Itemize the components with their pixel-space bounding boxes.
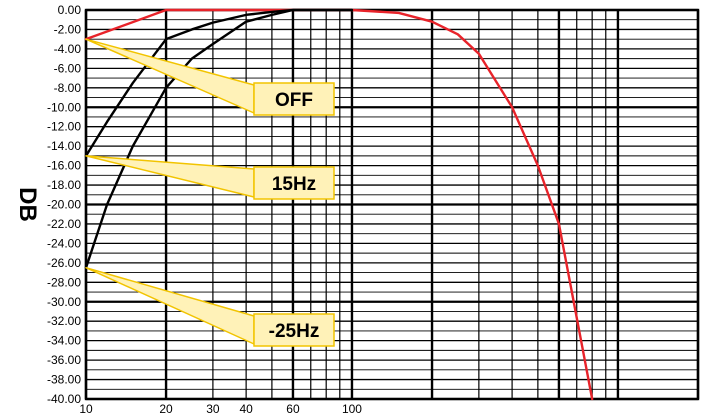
callout-box (253, 82, 335, 116)
y-tick-label: -24.00 (47, 236, 81, 250)
x-tick-label: 10 (79, 402, 93, 416)
y-tick-label: -14.00 (47, 139, 81, 153)
y-tick-label: -6.00 (54, 61, 82, 75)
x-axis-tick-labels: 10 20 30 40 60 100 (79, 402, 362, 416)
x-tick-label: 60 (286, 402, 300, 416)
chart-callouts: OFF 15Hz -25Hz (85, 38, 335, 347)
y-tick-label: -28.00 (47, 275, 81, 289)
y-tick-label: -32.00 (47, 314, 81, 328)
y-axis-tick-labels: 0.00 -2.00 -4.00 -6.00 -8.00 -10.00 -12.00 -14.… (47, 3, 81, 406)
series-line-1 (84, 8, 594, 401)
y-tick-label: -2.00 (54, 22, 82, 36)
x-tick-label: 20 (159, 402, 173, 416)
y-tick-label: -18.00 (47, 178, 81, 192)
y-tick-label: -30.00 (47, 295, 81, 309)
x-tick-label: 40 (239, 402, 253, 416)
y-tick-label: -16.00 (47, 159, 81, 173)
y-tick-label: -34.00 (47, 334, 81, 348)
y-tick-label: -4.00 (54, 42, 82, 56)
y-tick-label: -8.00 (54, 81, 82, 95)
y-tick-label: -40.00 (47, 392, 81, 406)
callout-label: 15Hz (272, 174, 316, 195)
callout-box (253, 313, 335, 347)
y-tick-label: 0.00 (58, 3, 82, 17)
y-tick-label: -10.00 (47, 100, 81, 114)
callout-box (253, 166, 335, 200)
y-tick-label: -38.00 (47, 373, 81, 387)
x-tick-label: 30 (206, 402, 220, 416)
callout-label: OFF (275, 90, 313, 111)
y-tick-label: -12.00 (47, 120, 81, 134)
y-tick-label: -36.00 (47, 353, 81, 367)
x-tick-label: 100 (342, 402, 362, 416)
y-tick-label: -22.00 (47, 217, 81, 231)
callout-label: -25Hz (269, 321, 320, 342)
y-tick-label: -20.00 (47, 198, 81, 212)
plot-border (84, 8, 700, 401)
y-tick-label: -26.00 (47, 256, 81, 270)
y-axis-label: DB (14, 187, 41, 222)
